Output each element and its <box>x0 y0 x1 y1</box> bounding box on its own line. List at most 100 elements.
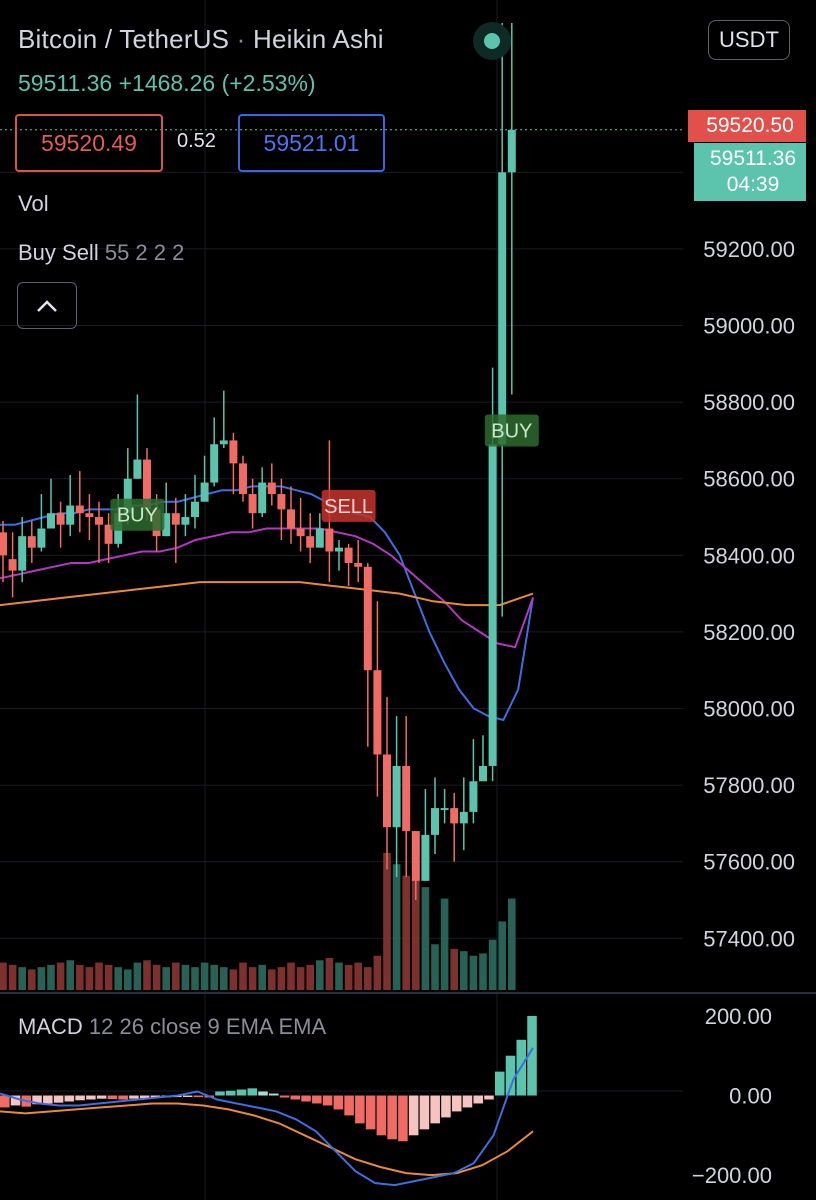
indicator-macd-name: MACD <box>18 1014 83 1039</box>
candle-body <box>248 494 257 514</box>
candle-body <box>191 501 199 518</box>
indicator-macd-params: 12 26 close 9 EMA EMA <box>88 1014 327 1039</box>
macd-histogram-bar <box>193 1095 204 1098</box>
macd-histogram-bar <box>376 1095 387 1136</box>
macd-histogram-bar <box>0 1095 10 1108</box>
sell-bid-button[interactable]: 59520.49 <box>15 114 163 172</box>
volume-bar <box>239 962 247 990</box>
volume-bar <box>335 962 343 990</box>
volume-bar <box>392 864 401 990</box>
macd-histogram-bar <box>527 1015 537 1096</box>
buy-ask-button[interactable]: 59521.01 <box>238 114 385 172</box>
volume-bar <box>287 962 295 990</box>
candle-body <box>411 831 420 881</box>
price-tick-label: 58200.00 <box>703 620 795 645</box>
volume-bar <box>0 962 7 990</box>
candle-body <box>37 528 46 548</box>
candle-body <box>507 129 516 173</box>
volume-bar <box>172 962 180 990</box>
macd-histogram-bar <box>247 1088 258 1096</box>
macd-histogram-bar <box>494 1071 505 1096</box>
candle-body <box>373 670 382 755</box>
candle-body <box>440 808 449 811</box>
macd-histogram-bar <box>279 1095 290 1098</box>
volume-bar <box>460 951 468 990</box>
volume-bar <box>469 955 478 990</box>
candle-body <box>277 494 286 510</box>
candle-body <box>325 528 334 552</box>
volume-bar <box>8 964 17 990</box>
macd-histogram-bar <box>139 1095 150 1099</box>
volume-bar <box>210 964 218 990</box>
candle-body <box>335 547 343 552</box>
volume-bar <box>354 962 362 990</box>
volume-bar <box>143 960 151 990</box>
macd-histogram-bar <box>258 1091 268 1096</box>
currency-button[interactable]: USDT <box>708 20 790 60</box>
price-tick-label: 59000.00 <box>703 314 795 339</box>
indicator-buysell[interactable]: Buy Sell 55 2 2 2 <box>18 240 184 266</box>
macd-histogram-bar <box>182 1095 193 1098</box>
chevron-up-icon <box>37 299 57 312</box>
candle-body <box>210 444 219 483</box>
candle-body <box>75 505 84 514</box>
macd-histogram-bar <box>322 1095 333 1106</box>
volume-bar <box>364 967 372 990</box>
macd-histogram-bar <box>43 1095 53 1104</box>
collapse-indicators-button[interactable] <box>17 282 77 329</box>
candle-body <box>85 513 94 518</box>
macd-histogram-bar <box>236 1089 247 1096</box>
macd-histogram-bar <box>451 1095 462 1112</box>
candle-body <box>315 528 324 548</box>
volume-bar <box>56 962 65 990</box>
macd-histogram-bar <box>344 1095 354 1116</box>
volume-bar <box>200 962 209 990</box>
ask-price-tag: 59520.50 <box>688 110 806 142</box>
signal-label: SELL <box>324 496 373 518</box>
indicator-vol[interactable]: Vol <box>18 191 49 216</box>
macd-histogram-bar <box>290 1095 301 1100</box>
price-axis: 57400.00 57600.00 57800.00 58000.00 58200.00… <box>703 237 795 951</box>
macd-histogram-bar <box>333 1095 344 1110</box>
candle-body <box>431 808 439 835</box>
candle-body <box>287 509 295 529</box>
candle-body <box>344 547 353 563</box>
volume-bar <box>18 967 26 990</box>
symbol-title[interactable]: Bitcoin / TetherUS · Heikin Ashi <box>18 24 384 54</box>
candle-body <box>66 505 75 525</box>
macd-histogram-bar <box>150 1095 161 1098</box>
volume-bar <box>344 964 353 990</box>
price-tick-label: 57800.00 <box>703 773 795 798</box>
volume-bar <box>306 964 314 990</box>
candle-body <box>421 834 430 881</box>
last-price-tag-value: 59511.36 <box>709 147 797 170</box>
macd-tick-label: −200.00 <box>692 1163 772 1188</box>
macd-histogram-bar <box>365 1095 376 1130</box>
macd-histogram-bar <box>312 1095 322 1104</box>
volume-bar <box>133 962 142 990</box>
candle-body <box>56 513 65 525</box>
macd-histogram-bar <box>75 1095 85 1101</box>
signal-box <box>110 498 165 531</box>
candle-body <box>123 478 132 514</box>
buy-signal: BUY <box>484 414 539 447</box>
candle-body <box>229 440 238 464</box>
volume-bar <box>37 967 46 990</box>
price-tick-label: 59200.00 <box>703 237 795 262</box>
volume-bar <box>248 967 257 990</box>
candle-body <box>402 765 411 832</box>
price-quote: 59511.36 +1468.26 (+2.53%) <box>18 70 316 97</box>
price-tick-label: 58400.00 <box>703 543 795 568</box>
volume-bar <box>508 898 516 990</box>
macd-histogram-bar <box>32 1095 42 1105</box>
price-change-pct: (+2.53%) <box>221 70 316 96</box>
volume-bar <box>373 955 382 990</box>
candle-body <box>267 482 276 495</box>
indicator-macd[interactable]: MACD 12 26 close 9 EMA EMA <box>18 1014 326 1040</box>
price-tick-label: 58800.00 <box>703 390 795 415</box>
volume-bar <box>316 960 324 990</box>
price-tick-label: 58000.00 <box>703 697 795 722</box>
price-tick-label: 57600.00 <box>703 850 795 875</box>
candle-body <box>498 172 507 445</box>
